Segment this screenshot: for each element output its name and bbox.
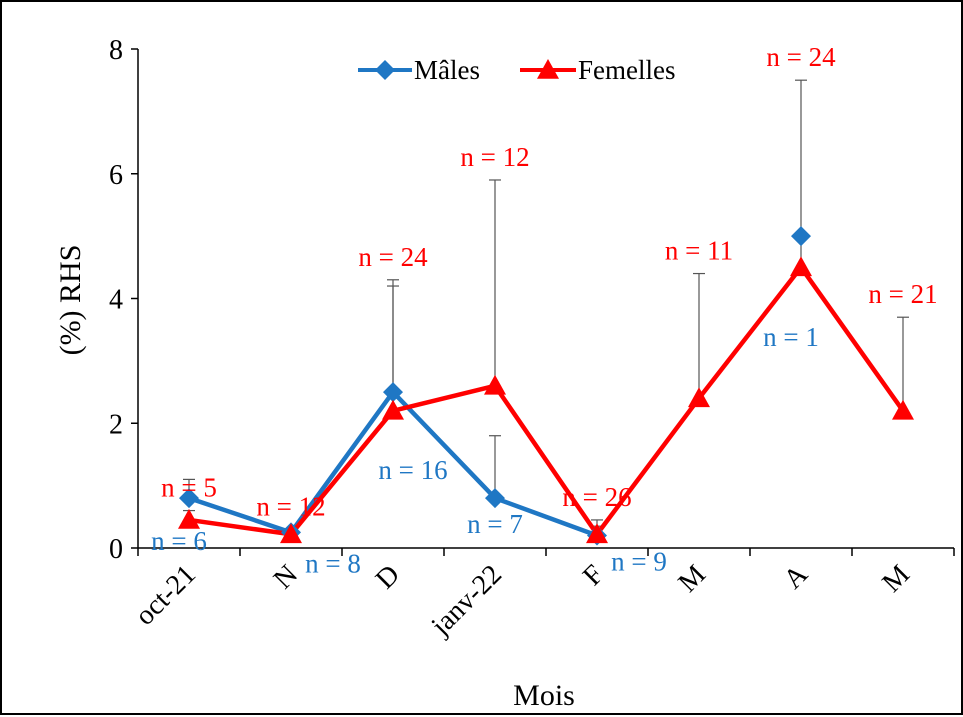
females-n-label: n = 12	[460, 142, 529, 172]
females-point	[280, 523, 302, 544]
males-point	[791, 226, 811, 247]
sample-size-labels: n = 6 n = 8 n = 16 n = 7 n = 9 n = 1 n = 5 n = …	[151, 42, 937, 578]
series-markers	[178, 226, 914, 546]
legend-males-marker	[375, 60, 395, 80]
x-tick-label: M	[876, 559, 916, 599]
males-n-label: n = 7	[467, 509, 523, 539]
x-tick-label: oct-21	[129, 559, 202, 632]
males-n-label: n = 16	[378, 455, 447, 485]
x-tick-label: F	[577, 559, 610, 592]
series-line-females	[188, 265, 905, 537]
females-n-label: n = 24	[358, 242, 428, 272]
females-n-label: n = 26	[562, 482, 631, 512]
females-n-label: n = 5	[161, 473, 217, 503]
x-tick-label: M	[672, 559, 712, 599]
x-tick-label: N	[268, 559, 304, 595]
y-tick-label: 4	[109, 285, 123, 316]
females-point	[586, 523, 608, 544]
y-tick-label: 6	[109, 160, 123, 191]
error-bars	[183, 79, 909, 536]
males-n-label: n = 1	[763, 322, 819, 352]
y-tick-label: 0	[109, 534, 123, 565]
males-n-label: n = 8	[305, 548, 361, 578]
x-tick-label: A	[778, 558, 815, 595]
legend: Mâles Femelles	[358, 55, 675, 85]
females-point	[688, 387, 710, 408]
x-tick-label: D	[370, 559, 406, 595]
axes	[137, 49, 954, 549]
females-point	[484, 374, 506, 395]
legend-males-label: Mâles	[414, 55, 480, 85]
females-n-label: n = 11	[665, 236, 733, 266]
males-point	[383, 382, 403, 403]
males-n-label: n = 6	[151, 526, 207, 556]
x-tick-label: janv-22	[425, 559, 508, 642]
males-point	[179, 488, 199, 509]
legend-item-males: Mâles	[358, 55, 480, 85]
males-point	[485, 488, 505, 509]
x-axis-label: Mois	[513, 679, 575, 712]
females-point	[892, 399, 914, 420]
legend-item-females: Femelles	[520, 55, 675, 85]
males-n-label: n = 9	[611, 547, 667, 577]
y-tick-label: 2	[109, 409, 123, 440]
legend-females-marker	[537, 59, 559, 79]
y-ticks: 0 2 4 6 8	[109, 35, 138, 565]
females-n-label: n = 21	[868, 279, 937, 309]
females-n-label: n = 12	[256, 491, 325, 521]
females-point	[178, 508, 200, 529]
legend-females-label: Femelles	[578, 55, 675, 85]
y-tick-label: 8	[109, 35, 123, 66]
y-axis-label: (%) RHS	[54, 245, 87, 356]
females-point	[790, 256, 812, 277]
females-n-label: n = 24	[766, 42, 836, 72]
females-point	[382, 399, 404, 420]
